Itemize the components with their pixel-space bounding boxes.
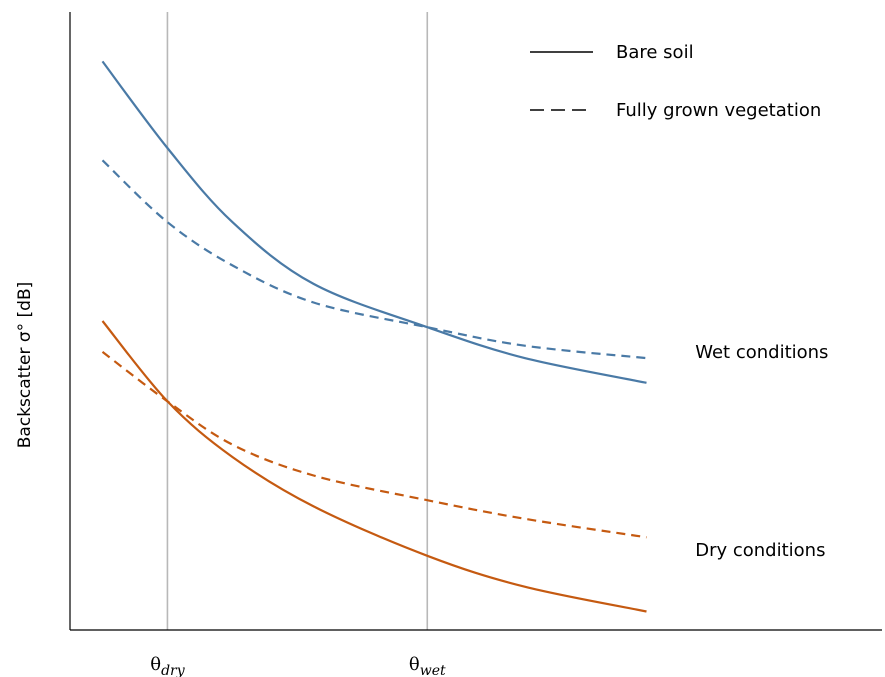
reference-lines	[166, 12, 429, 630]
y-axis-label: Backscatter σ° [dB]	[15, 282, 35, 448]
series-dry-dashed	[101, 351, 647, 539]
x-tick-labels: θdry θwet	[150, 654, 446, 677]
series-group	[101, 60, 647, 613]
annotation-1: Dry conditions	[695, 540, 825, 561]
annotations: Wet conditions Dry conditions	[695, 342, 828, 561]
legend-label-solid: Bare soil	[616, 42, 694, 63]
legend-label-dashed: Fully grown vegetation	[616, 100, 821, 121]
legend: Bare soil Fully grown vegetation	[530, 42, 821, 121]
axes	[69, 12, 882, 631]
series-dry-solid	[101, 320, 647, 613]
tick-label-dry: θdry	[150, 654, 185, 677]
series-wet-solid	[101, 60, 647, 384]
tick-label-wet: θwet	[409, 654, 446, 677]
series-wet-dashed	[101, 159, 647, 360]
annotation-0: Wet conditions	[695, 342, 828, 363]
